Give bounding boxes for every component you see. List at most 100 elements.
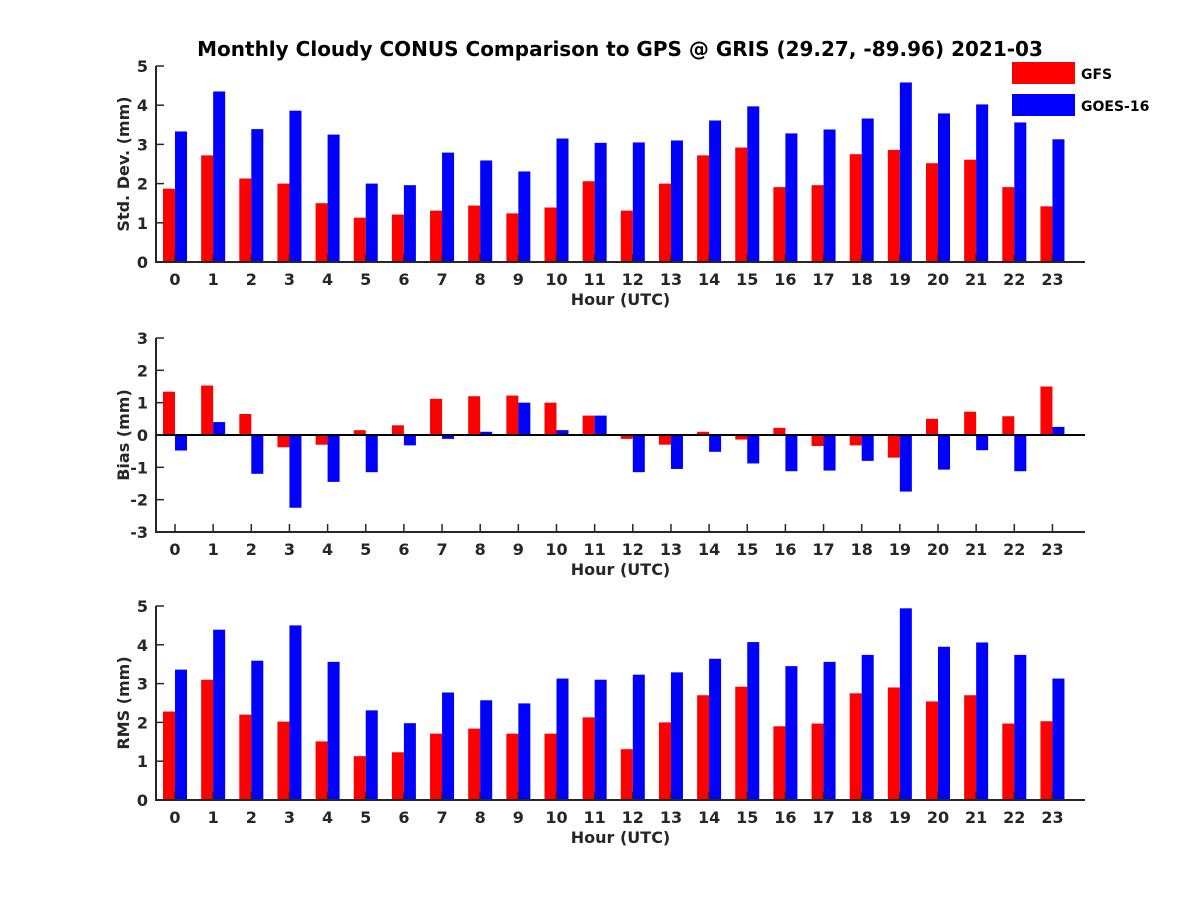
std-dev-xtick-label: 6 [398,270,409,289]
rms-bar-goes16-4 [327,661,340,800]
std-dev-bar-goes16-10 [556,138,569,262]
bias-xtick-label: 17 [812,540,834,559]
bias-xtick-label: 9 [513,540,524,559]
rms-bar-goes16-23 [1052,678,1065,800]
std-dev-bar-goes16-13 [670,140,683,262]
rms-ytick-label: 0 [137,791,148,810]
chart-title: Monthly Cloudy CONUS Comparison to GPS @… [197,37,1043,61]
bias-bar-gfs-13 [658,435,671,445]
rms-xlabel: Hour (UTC) [571,828,671,847]
bias-xtick-label: 16 [774,540,796,559]
rms-bar-gfs-4 [315,741,328,800]
rms-bar-gfs-14 [697,695,710,800]
rms-bar-gfs-13 [658,722,671,800]
bias-bar-goes16-21 [976,435,989,451]
bias-xtick-label: 6 [398,540,409,559]
bias-bar-goes16-13 [670,435,683,469]
rms-bar-gfs-12 [620,749,633,800]
std-dev-bar-gfs-4 [315,203,328,262]
rms-bar-goes16-11 [594,679,607,800]
std-dev-bar-goes16-6 [403,185,416,262]
rms-xtick-label: 11 [584,808,606,827]
bias-bar-gfs-9 [506,395,519,435]
rms-bar-goes16-13 [670,672,683,800]
rms-bar-gfs-18 [849,693,862,800]
rms-ytick-label: 3 [137,675,148,694]
bias-bar-goes16-16 [785,435,798,472]
legend-label-goes16: GOES-16 [1081,99,1149,115]
rms-xtick-label: 23 [1041,808,1063,827]
bias-ytick-label: 3 [137,329,148,348]
rms-ytick-label: 1 [137,752,148,771]
rms-bar-goes16-3 [289,625,302,800]
std-dev-bar-goes16-9 [518,171,531,262]
std-dev-bar-gfs-20 [926,163,938,262]
bias-bar-gfs-12 [620,435,633,439]
bias-bar-goes16-20 [938,435,950,470]
std-dev-xtick-label: 15 [736,270,758,289]
rms-ytick-label: 5 [137,597,148,616]
rms-xtick-label: 17 [812,808,834,827]
rms-xtick-label: 3 [284,808,295,827]
bias-bar-goes16-15 [747,435,760,464]
std-dev-xtick-label: 16 [774,270,796,289]
rms-xtick-label: 0 [169,808,180,827]
std-dev-xtick-label: 13 [660,270,682,289]
std-dev-xtick-label: 21 [965,270,987,289]
std-dev-bar-gfs-21 [964,159,977,262]
std-dev-bar-gfs-0 [163,188,175,262]
bias-bar-gfs-7 [430,398,443,435]
rms-bar-goes16-12 [632,674,645,800]
bias-bar-goes16-0 [175,435,187,451]
rms-bar-goes16-18 [861,654,874,800]
rms-xtick-label: 9 [513,808,524,827]
std-dev-bar-gfs-16 [773,187,786,262]
std-dev-xtick-label: 17 [812,270,834,289]
rms-bar-goes16-15 [747,642,760,800]
bias-ytick-label: -2 [130,491,148,510]
std-dev-ytick-label: 3 [137,135,148,154]
rms-xtick-label: 22 [1003,808,1025,827]
rms-bar-gfs-23 [1040,721,1053,800]
std-dev-bar-goes16-4 [327,134,340,262]
std-dev-bar-goes16-2 [251,129,264,262]
bias-xtick-label: 15 [736,540,758,559]
bias-xtick-label: 11 [584,540,606,559]
rms-ytick-label: 4 [137,636,148,655]
rms-xtick-label: 19 [889,808,911,827]
bias-bar-gfs-1 [201,385,214,435]
bias-bar-gfs-6 [391,425,404,435]
bias-bar-goes16-11 [594,415,607,435]
std-dev-bar-goes16-8 [480,160,493,262]
rms-bar-goes16-7 [442,692,455,800]
std-dev-bar-gfs-23 [1040,206,1053,262]
bias-xtick-label: 10 [545,540,567,559]
std-dev-ytick-label: 4 [137,96,148,115]
rms-bar-goes16-8 [480,700,493,800]
std-dev-bar-goes16-22 [1014,122,1027,262]
bias-bar-gfs-22 [1002,416,1015,435]
rms-bar-goes16-1 [213,629,226,800]
bias-bar-goes16-1 [213,422,226,435]
std-dev-bar-gfs-14 [697,155,710,262]
std-dev-xtick-label: 9 [513,270,524,289]
std-dev-bar-gfs-15 [735,147,748,262]
bias-ylabel: Bias (mm) [114,389,133,481]
bias-bar-gfs-15 [735,435,748,440]
std-dev-bar-gfs-9 [506,213,519,262]
bias-ytick-label: 2 [137,361,148,380]
std-dev-xlabel: Hour (UTC) [571,290,671,309]
rms-xtick-label: 18 [851,808,873,827]
rms-bar-gfs-15 [735,686,748,800]
rms-bar-gfs-22 [1002,723,1015,800]
std-dev-xtick-label: 5 [360,270,371,289]
std-dev-bar-gfs-7 [430,210,443,262]
rms-xtick-label: 16 [774,808,796,827]
rms-bar-gfs-5 [353,756,366,800]
std-dev-ytick-label: 1 [137,214,148,233]
rms-bar-goes16-9 [518,703,531,800]
rms-xtick-label: 1 [208,808,219,827]
std-dev-bar-goes16-1 [213,91,226,262]
bias-bar-gfs-11 [582,415,595,435]
std-dev-bar-goes16-12 [632,142,645,262]
